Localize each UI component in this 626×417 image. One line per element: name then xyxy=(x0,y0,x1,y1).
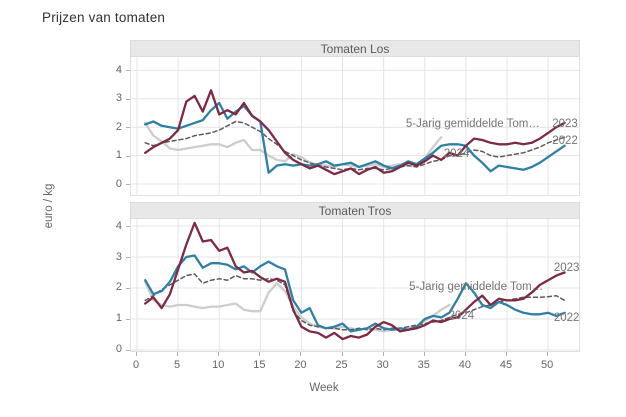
series-line-5-jarig-gemiddelde xyxy=(144,120,566,171)
y-tick-mark xyxy=(126,70,130,72)
y-tick-label: 1 xyxy=(115,149,122,162)
y-tick-mark xyxy=(126,349,130,351)
y-tick-label: 0 xyxy=(115,343,122,356)
x-tick-label: 0 xyxy=(132,359,140,371)
series-line-2023 xyxy=(144,89,566,176)
y-tick-mark xyxy=(126,98,130,100)
y-tick-mark xyxy=(126,226,130,227)
x-tick-mark xyxy=(300,352,302,356)
y-tick-label: 3 xyxy=(115,250,122,263)
y-tick-mark xyxy=(126,155,130,157)
x-tick-label: 50 xyxy=(540,359,554,371)
y-axis-title: euro / kg xyxy=(43,183,55,229)
facet-strip-tomaten-tros: Tomaten Tros xyxy=(130,202,580,219)
line-label: 2022 xyxy=(552,135,578,147)
chart-svg-los: 5-Jarig gemiddelde Tom… 2023 2022 2024 xyxy=(131,57,581,196)
y-tick-label: 4 xyxy=(115,219,122,232)
x-axis-title: Week xyxy=(309,382,339,394)
y-tick-label: 0 xyxy=(115,177,122,190)
x-tick-mark xyxy=(423,352,425,356)
plot-panel-tomaten-los: 5-Jarig gemiddelde Tom… 2023 2022 2024 xyxy=(130,57,581,196)
y-tick-label: 4 xyxy=(115,63,122,76)
plot-panel-tomaten-tros: 2023 5-Jarig gemiddelde Tom… 2024 2022 xyxy=(130,219,581,352)
chart-svg-tros: 2023 5-Jarig gemiddelde Tom… 2024 2022 xyxy=(131,219,581,352)
x-tick-mark xyxy=(547,352,549,356)
y-tick-label: 2 xyxy=(115,281,122,294)
y-tick-mark xyxy=(126,257,130,258)
x-tick-mark xyxy=(506,352,507,356)
series-line-2022 xyxy=(144,254,566,333)
line-label: 2024 xyxy=(449,310,475,322)
facet-label-tomaten-tros: Tomaten Tros xyxy=(318,203,392,218)
y-tick-label: 3 xyxy=(115,92,122,105)
series-line-2022 xyxy=(144,101,566,174)
x-tick-mark xyxy=(464,352,466,356)
y-tick-mark xyxy=(126,184,130,186)
x-tick-mark xyxy=(341,352,343,356)
x-tick-label: 15 xyxy=(253,359,266,371)
line-label: 2023 xyxy=(554,262,580,274)
x-tick-label: 10 xyxy=(212,359,225,371)
x-tick-label: 20 xyxy=(294,359,307,371)
x-tick-mark xyxy=(136,352,137,356)
line-label: 5-Jarig gemiddelde Tom… xyxy=(406,118,540,130)
x-tick-label: 25 xyxy=(335,359,348,371)
facet-strip-tomaten-los: Tomaten Los xyxy=(130,40,580,57)
y-tick-mark xyxy=(126,318,130,320)
x-tick-label: 5 xyxy=(174,359,181,371)
y-tick-mark xyxy=(126,127,130,129)
line-label: 2024 xyxy=(444,148,470,160)
line-label: 2023 xyxy=(552,118,578,130)
x-tick-label: 45 xyxy=(499,359,513,371)
x-tick-mark xyxy=(382,352,384,356)
x-tick-mark xyxy=(177,352,179,356)
line-label: 5-Jarig gemiddelde Tom… xyxy=(409,281,543,293)
y-tick-mark xyxy=(126,287,130,289)
x-tick-mark xyxy=(218,352,220,356)
x-tick-label: 30 xyxy=(376,359,389,371)
x-tick-label: 35 xyxy=(417,359,430,371)
series-line-2023 xyxy=(144,221,566,341)
facet-label-tomaten-los: Tomaten Los xyxy=(320,41,390,56)
line-label: 2022 xyxy=(554,312,580,324)
chart-title: Prijzen van tomaten xyxy=(42,10,166,25)
y-tick-label: 2 xyxy=(115,120,122,133)
series-line-2024 xyxy=(144,121,443,169)
x-tick-label: 40 xyxy=(458,359,471,371)
x-tick-mark xyxy=(259,352,261,356)
series-line-5-jarig-gemiddelde xyxy=(144,273,566,331)
y-tick-label: 1 xyxy=(115,312,122,325)
